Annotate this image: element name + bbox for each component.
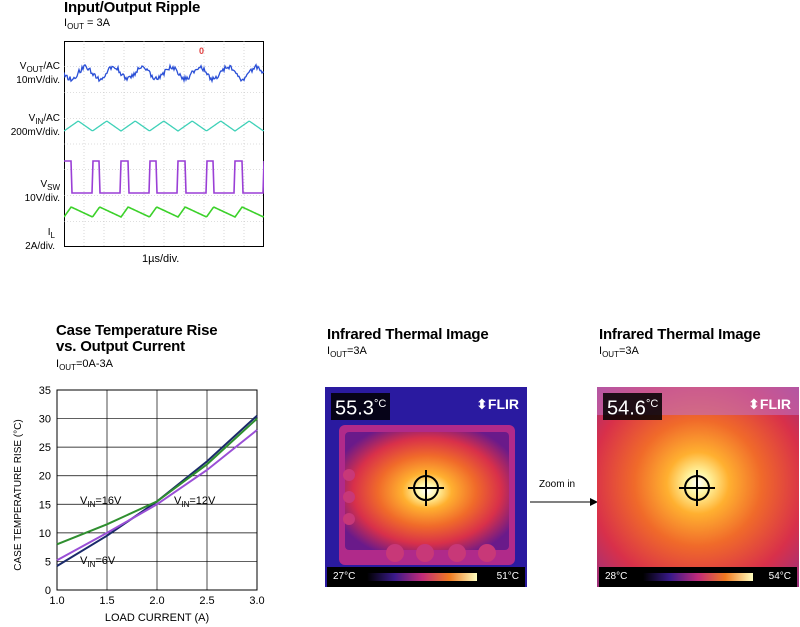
thermal-right-max-temp: 54.6°C	[603, 393, 662, 420]
thermal-right-scale-min: 28°C	[605, 571, 627, 581]
ripple-subtitle: IOUT = 3A	[64, 17, 110, 33]
series-label-vin12: VIN=12V	[174, 495, 215, 509]
x-tick-label: 1.5	[99, 595, 114, 607]
thermal-left-subtitle: IOUT=3A	[327, 345, 367, 361]
flir-logo-right: ⬍FLIR	[748, 396, 791, 413]
y-tick-label: 15	[39, 499, 51, 511]
y-axis-label: CASE TEMPERATURE RISE (°C)	[13, 419, 24, 570]
x-tick-label: 2.0	[149, 595, 164, 607]
timebase-label: 1µs/div.	[142, 253, 179, 265]
y-tick-label: 25	[39, 442, 51, 454]
x-tick-label: 2.5	[199, 595, 214, 607]
thermal-right-subtitle: IOUT=3A	[599, 345, 639, 361]
thermal-left-scale-min: 27°C	[333, 571, 355, 581]
y-tick-label: 5	[45, 556, 51, 568]
y-tick-label: 10	[39, 528, 51, 540]
channel-label-vout: VOUT/AC 10mV/div.	[0, 61, 60, 86]
series-label-vin16: VIN=16V	[80, 495, 121, 509]
temp-chart-subtitle: IOUT=0A-3A	[56, 358, 113, 374]
thermal-left-scale-max: 51°C	[497, 571, 519, 581]
x-tick-label: 1.0	[49, 595, 64, 607]
trigger-marker: 0	[199, 46, 204, 56]
channel-label-vin: VIN/AC 200mV/div.	[0, 113, 60, 138]
thermal-image-right: 54.6°C ⬍FLIR 28°C 54°C	[597, 387, 799, 587]
y-tick-label: 30	[39, 414, 51, 426]
y-tick-label: 0	[45, 585, 51, 597]
ripple-title: Input/Output Ripple	[64, 0, 200, 16]
y-tick-label: 35	[39, 385, 51, 397]
thermal-right-title: Infrared Thermal Image	[599, 327, 761, 343]
temp-chart-title: Case Temperature Rise vs. Output Current	[56, 323, 217, 355]
channel-label-il: IL 2A/div.	[0, 227, 55, 252]
thermal-left-title: Infrared Thermal Image	[327, 327, 489, 343]
zoom-arrow	[530, 496, 598, 508]
zoom-in-label: Zoom in	[539, 479, 575, 490]
y-tick-label: 20	[39, 471, 51, 483]
flir-logo-left: ⬍FLIR	[476, 396, 519, 413]
thermal-image-left: 55.3°C ⬍FLIR 27°C 51°C	[325, 387, 527, 587]
temperature-rise-chart: 1.0 1.5 2.0 2.5 3.0 0 5 10 15 20 25 30 35 LOAD CURRE…	[0, 380, 280, 627]
thermal-left-max-temp: 55.3°C	[331, 393, 390, 420]
x-tick-label: 3.0	[249, 595, 264, 607]
oscilloscope-screen	[64, 41, 264, 247]
series-label-vin6: VIN=6V	[80, 555, 115, 569]
thermal-right-scale-max: 54°C	[769, 571, 791, 581]
x-axis-label: LOAD CURRENT (A)	[105, 612, 209, 624]
channel-label-vsw: VSW 10V/div.	[0, 179, 60, 204]
